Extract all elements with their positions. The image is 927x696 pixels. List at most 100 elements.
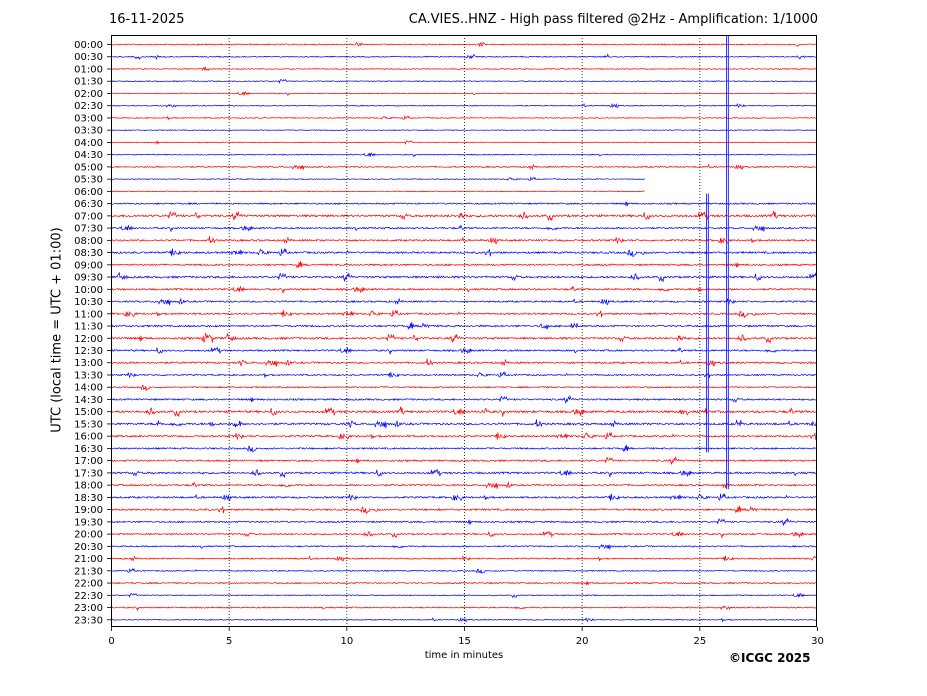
trace-1630 [110,444,817,453]
y-tick-label: 00:30 [74,52,103,63]
y-tick-label: 12:00 [74,334,103,345]
y-tick-label: 05:00 [74,162,103,173]
trace-1430 [110,394,817,404]
trace-1400 [111,384,817,391]
trace-2230 [110,592,817,598]
y-tick-label: 02:30 [74,101,103,112]
trace-0800 [110,236,817,245]
trace-2100 [110,554,817,563]
y-tick-label: 04:30 [74,150,103,161]
y-tick-label: 16:00 [74,432,103,443]
y-tick-label: 23:30 [74,615,103,626]
y-tick-label: 12:30 [74,346,103,357]
trace-0730 [110,224,817,232]
y-tick-label: 19:00 [74,505,103,516]
spike-event-1 [706,193,709,453]
y-tick-label: 10:30 [74,297,103,308]
y-tick-label: 06:30 [74,199,103,210]
trace-group [110,41,817,623]
y-tick-label: 03:30 [74,126,103,137]
y-tick-label: 15:00 [74,407,103,418]
trace-1000 [110,285,817,294]
trace-0300 [110,114,817,121]
trace-0400 [110,140,817,146]
y-tick-label: 02:00 [74,89,103,100]
trace-2130 [110,567,817,574]
y-tick-label: 08:30 [74,248,103,259]
trace-1930 [110,517,817,527]
trace-0030 [110,53,817,61]
x-tick-label: 10 [340,636,353,647]
y-axis-label: UTC (local time = UTC + 01:00) [49,227,65,433]
trace-2030 [110,543,817,550]
plot-frame [111,35,817,627]
y-tick-label: 18:30 [74,493,103,504]
x-tick-label: 15 [458,636,471,647]
x-axis-label: time in minutes [424,650,504,661]
x-tick-group: 0 5 10 15 20 25 30 [108,627,824,647]
trace-0500 [110,163,817,171]
y-tick-label: 07:00 [74,211,103,222]
trace-1300 [110,358,817,367]
trace-1730 [110,468,817,479]
y-tick-label: 21:00 [74,554,103,565]
trace-1100 [110,309,817,318]
y-tick-label: 14:00 [74,383,103,394]
y-tick-label: 22:00 [74,579,103,590]
trace-1200 [110,332,817,345]
trace-0430 [110,152,817,158]
trace-2330 [110,616,817,623]
trace-0930 [110,272,817,283]
trace-0000 [110,41,817,47]
trace-0630 [110,201,817,207]
y-tick-label: 03:00 [74,113,103,124]
y-tick-label: 01:00 [74,64,103,75]
trace-0700 [110,210,817,222]
date-label: 16-11-2025 [109,12,185,27]
trace-0100 [110,66,817,72]
trace-1600 [110,431,817,441]
trace-2300 [110,605,817,612]
y-tick-label: 05:30 [74,175,103,186]
y-tick-label: 17:30 [74,468,103,479]
trace-2000 [110,530,817,539]
y-tick-label: 06:00 [74,187,103,198]
trace-0130 [110,78,817,84]
y-tick-label: 17:00 [74,456,103,467]
y-tick-label: 15:30 [74,419,103,430]
y-tick-label: 10:00 [74,285,103,296]
y-tick-label: 08:00 [74,236,103,247]
trace-1030 [110,297,817,306]
y-tick-label: 20:30 [74,542,103,553]
spike-group [706,35,729,490]
trace-0600 [110,190,645,193]
y-tick-label: 21:30 [74,566,103,577]
y-tick-label: 13:00 [74,358,103,369]
trace-1700 [110,456,817,466]
copyright-label: ©ICGC 2025 [729,651,811,665]
trace-1800 [110,481,817,489]
x-tick-label: 25 [693,636,706,647]
x-tick-label: 30 [811,636,824,647]
y-tick-label: 20:00 [74,530,103,541]
y-tick-label: 13:30 [74,370,103,381]
trace-0230 [110,102,817,109]
trace-1130 [110,322,817,331]
y-tick-label: 11:00 [74,309,103,320]
y-tick-label: 16:30 [74,444,103,455]
x-tick-label: 0 [108,636,114,647]
x-tick-label: 5 [226,636,232,647]
y-tick-label: 19:30 [74,517,103,528]
gridline-group [228,35,701,627]
y-tick-label: 23:00 [74,603,103,614]
trace-1900 [110,505,817,515]
x-tick-label: 20 [576,636,589,647]
trace-0830 [110,247,817,258]
trace-1530 [110,419,817,429]
y-tick-label: 18:00 [74,481,103,492]
y-tick-label: 00:00 [74,40,103,51]
trace-1230 [110,346,817,355]
y-tick-label: 04:00 [74,138,103,149]
